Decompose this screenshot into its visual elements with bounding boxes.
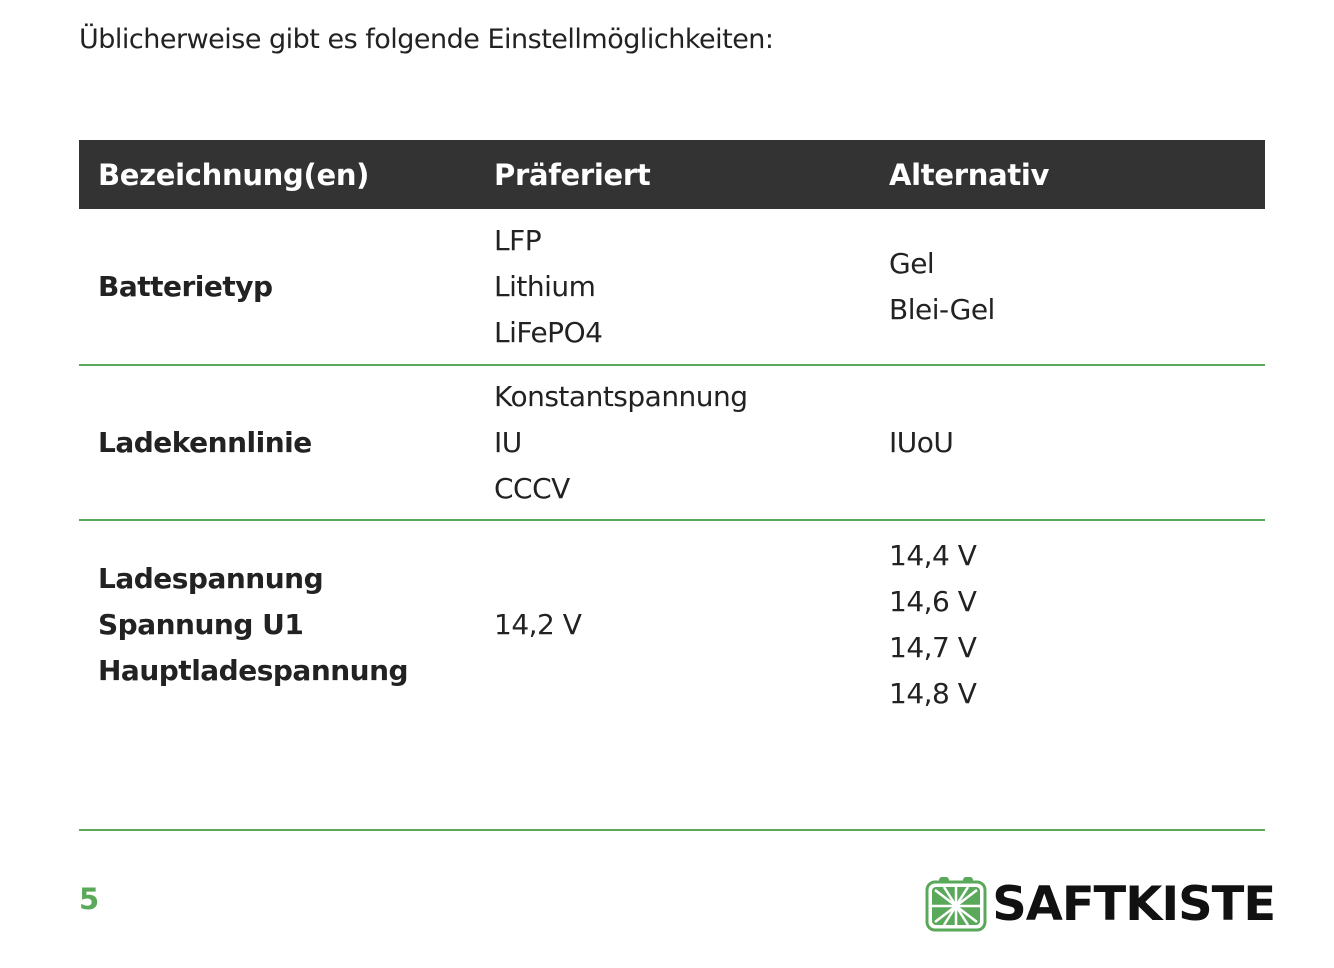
value: Gel [889, 246, 935, 280]
value: 14,7 V [889, 631, 977, 664]
name: Ladekennlinie [98, 425, 312, 459]
value: 14,2 V [494, 608, 582, 641]
intro-text: Üblicherweise gibt es folgende Einstellm… [79, 24, 774, 55]
settings-table: Bezeichnung(en) Präferiert Alternativ Ba… [79, 140, 1265, 729]
value: 14,4 V [889, 539, 977, 572]
value: LiFePO4 [494, 315, 603, 349]
header-preferred: Präferiert [475, 140, 870, 209]
value: Konstantspannung [494, 379, 748, 413]
cell-names: Batterietyp [79, 209, 475, 366]
value: CCCV [494, 471, 570, 505]
value: 14,6 V [889, 585, 977, 618]
battery-logo-icon [925, 877, 987, 932]
cell-preferred: LFP Lithium LiFePO4 [475, 209, 870, 366]
saftkiste-logo: SAFTKISTE [925, 876, 1276, 932]
cell-names: Ladekennlinie [79, 365, 475, 521]
cell-alternative: IUoU [870, 365, 1265, 521]
value: IU [494, 425, 522, 459]
name: Ladespannung [98, 562, 324, 595]
value: Lithium [494, 269, 596, 303]
value: LFP [494, 223, 542, 257]
cell-alternative: 14,4 V 14,6 V 14,7 V 14,8 V [870, 520, 1265, 729]
name: Batterietyp [98, 269, 273, 303]
cell-alternative: Gel Blei-Gel [870, 209, 1265, 366]
table-header-row: Bezeichnung(en) Präferiert Alternativ [79, 140, 1265, 209]
page-number: 5 [79, 882, 100, 916]
value: IUoU [889, 425, 954, 459]
table-row: Batterietyp LFP Lithium LiFePO4 Gel Blei… [79, 209, 1265, 366]
value: 14,8 V [889, 677, 977, 710]
header-names: Bezeichnung(en) [79, 140, 475, 209]
value: Blei-Gel [889, 292, 995, 326]
cell-names: Ladespannung Spannung U1 Hauptladespannu… [79, 520, 475, 729]
name: Hauptladespannung [98, 654, 409, 687]
name: Spannung U1 [98, 608, 304, 641]
cell-preferred: Konstantspannung IU CCCV [475, 365, 870, 521]
table-row: Ladekennlinie Konstantspannung IU CCCV I… [79, 365, 1265, 521]
footer-divider [79, 829, 1265, 831]
header-alternative: Alternativ [870, 140, 1265, 209]
table-row: Ladespannung Spannung U1 Hauptladespannu… [79, 520, 1265, 729]
logo-text: SAFTKISTE [992, 876, 1276, 932]
cell-preferred: 14,2 V [475, 520, 870, 729]
